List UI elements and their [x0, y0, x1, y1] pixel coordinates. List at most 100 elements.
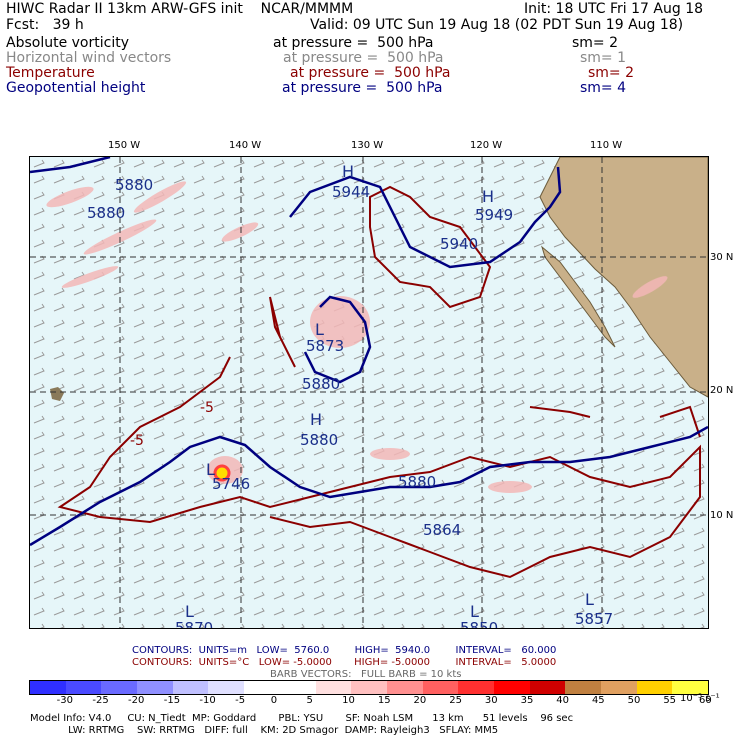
contours-height-info: CONTOURS: UNITS=m LOW= 5760.0 HIGH= 5940…	[132, 645, 557, 656]
colorbar-tick-label: -15	[163, 695, 181, 706]
colorbar-tick-label: 10	[342, 695, 355, 706]
height-label: 5880	[115, 176, 153, 194]
height-label: 5880	[300, 431, 338, 449]
colorbar-swatch	[636, 681, 673, 694]
land-north-america	[539, 157, 708, 398]
colorbar-unit: 10⁻⁵ s⁻¹	[680, 693, 720, 704]
height-label: 5880	[302, 375, 340, 393]
contours-temperature-info: CONTOURS: UNITS=°C LOW= -5.0000 HIGH= -5…	[132, 657, 557, 668]
colorbar-swatch	[101, 681, 138, 694]
colorbar-tick-label: 40	[556, 695, 569, 706]
land-hawaii	[50, 387, 64, 401]
colorbar-tick-label: 35	[520, 695, 534, 706]
colorbar-tick-label: 5	[306, 695, 313, 706]
lon-label-140w: 140 W	[229, 140, 262, 151]
forecast-hour: Fcst: 39 h	[6, 17, 84, 33]
high-mark: H	[342, 162, 354, 181]
low-mark: L	[315, 320, 324, 339]
colorbar-swatch	[30, 681, 66, 694]
colorbar-tick-label: -20	[128, 695, 145, 706]
layer-temperature-name: Temperature	[6, 65, 95, 81]
model-title: HIWC Radar II 13km ARW-GFS init NCAR/MMM…	[6, 1, 354, 17]
colorbar-tick-label: 30	[484, 695, 498, 706]
height-label: 5850	[460, 619, 498, 628]
layer-wind-pressure: at pressure = 500 hPa	[283, 50, 444, 66]
layer-height-name: Geopotential height	[6, 80, 146, 96]
low-mark: L	[585, 590, 594, 609]
layer-wind-name: Horizontal wind vectors	[6, 50, 172, 66]
colorbar-tick-label: 15	[377, 695, 391, 706]
height-label: 5873	[306, 337, 344, 355]
colorbar-swatch	[529, 681, 566, 694]
height-label: 5870	[175, 619, 213, 628]
height-label: 5944	[332, 183, 370, 201]
colorbar-swatch	[386, 681, 423, 694]
temperature-contours	[57, 185, 701, 579]
lon-label-150w: 150 W	[108, 140, 141, 151]
layer-height-sm: sm= 4	[580, 80, 627, 96]
colorbar-tick-label: -10	[199, 695, 216, 706]
layer-temperature-pressure: at pressure = 500 hPa	[290, 65, 451, 81]
colorbar-tick-label: 50	[627, 695, 641, 706]
colorbar-tick-label: -25	[92, 695, 109, 706]
height-label: 5949	[475, 206, 513, 224]
lat-label-10n: 10 N	[710, 510, 734, 521]
colorbar-tick-label: 55	[663, 695, 677, 706]
map-svg: H H H L L L L L 5880 5880 5944 5949 5940…	[30, 157, 708, 628]
colorbar-swatch	[244, 681, 280, 694]
height-label: 5864	[423, 521, 461, 539]
model-info-line1: Model Info: V4.0 CU: N_Tiedt MP: Goddard…	[30, 713, 574, 724]
colorbar-swatch	[315, 681, 352, 694]
temperature-label: -5	[130, 433, 144, 449]
height-label: 5857	[575, 610, 613, 628]
height-label: 5940	[440, 235, 478, 253]
layer-height-pressure: at pressure = 500 hPa	[282, 80, 443, 96]
model-info-line2: LW: RRTMG SW: RRTMG DIFF: full KM: 2D Sm…	[30, 725, 499, 736]
colorbar-swatch	[493, 681, 530, 694]
high-mark: H	[310, 410, 322, 429]
grid-lines	[30, 157, 708, 628]
lon-label-120w: 120 W	[470, 140, 503, 151]
colorbar-swatch	[601, 681, 637, 694]
temperature-label: -5	[200, 400, 214, 416]
lon-label-130w: 130 W	[351, 140, 384, 151]
colorbar-swatch	[172, 681, 209, 694]
colorbar-tick-label: -5	[235, 695, 246, 706]
vorticity-colorbar	[29, 680, 709, 695]
layer-vorticity-sm: sm= 2	[572, 35, 619, 51]
colorbar-swatch	[458, 681, 494, 694]
colorbar-swatch	[565, 681, 601, 694]
low-mark: L	[185, 602, 194, 621]
colorbar-swatch	[208, 681, 245, 694]
colorbar-swatch	[422, 681, 459, 694]
layer-wind-sm: sm= 1	[580, 50, 627, 66]
height-label: 5880	[87, 204, 125, 222]
colorbar-swatch	[279, 681, 316, 694]
height-label: 5746	[212, 475, 250, 493]
height-contours	[30, 157, 708, 547]
layer-vorticity-pressure: at pressure = 500 hPa	[273, 35, 434, 51]
barb-vectors-info: BARB VECTORS: FULL BARB = 10 kts	[270, 669, 462, 680]
valid-time: Valid: 09 UTC Sun 19 Aug 18 (02 PDT Sun …	[310, 17, 684, 33]
colorbar-swatch	[672, 681, 709, 694]
colorbar-swatch	[137, 681, 173, 694]
init-time: Init: 18 UTC Fri 17 Aug 18	[524, 1, 704, 17]
colorbar-tick-label: 25	[449, 695, 462, 706]
low-mark: L	[470, 602, 479, 621]
colorbar-tick-label: 0	[270, 695, 278, 706]
layer-vorticity-name: Absolute vorticity	[6, 35, 129, 51]
low-mark: L	[206, 460, 215, 479]
colorbar-swatch	[65, 681, 102, 694]
lat-label-20n: 20 N	[710, 385, 734, 396]
high-mark: H	[482, 187, 494, 206]
lon-label-110w: 110 W	[590, 140, 623, 151]
lat-label-30n: 30 N	[710, 252, 734, 263]
colorbar-swatch	[351, 681, 387, 694]
colorbar-tick-label: 60	[699, 695, 712, 706]
map-panel: H H H L L L L L 5880 5880 5944 5949 5940…	[29, 156, 709, 629]
tropical-cyclone-center	[213, 464, 231, 482]
colorbar-tick-label: 45	[591, 695, 605, 706]
colorbar-tick-label: -30	[56, 695, 74, 706]
layer-temperature-sm: sm= 2	[588, 65, 635, 81]
height-label: 5880	[398, 473, 436, 491]
